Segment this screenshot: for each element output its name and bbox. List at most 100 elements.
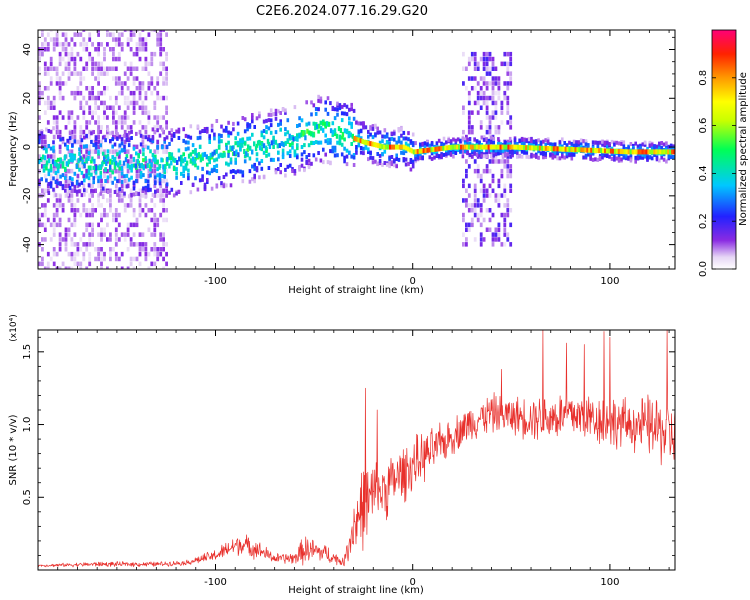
spectrogram-cell (144, 66, 148, 71)
spectrogram-cell (162, 232, 165, 237)
spectrogram-cell (153, 149, 157, 154)
spectrogram-cell (156, 95, 160, 101)
spectrogram-cell (106, 237, 109, 242)
spectrogram-cell (73, 212, 77, 218)
spectrogram-cell (159, 37, 163, 42)
spectrogram-cell (109, 131, 112, 136)
spectrogram-ridge-cell (172, 156, 175, 162)
spectrogram-cell (132, 66, 136, 71)
spectrogram-cell (88, 105, 92, 110)
spectrogram-cell (516, 151, 519, 156)
spectrogram-cell (106, 178, 109, 184)
spectrogram-cell (47, 191, 51, 195)
spectrogram-cell (47, 172, 51, 177)
spectrogram-cell (138, 56, 142, 62)
spectrogram-cell (404, 136, 408, 141)
spectrogram-cell (85, 61, 89, 67)
spectrogram-cell (46, 47, 50, 52)
spectrogram-cell (82, 47, 86, 52)
spectrogram-cell (482, 193, 486, 198)
spectrogram-cell (49, 256, 53, 262)
spectrogram-cell (462, 81, 465, 86)
spectrogram-ridge-cell (365, 140, 368, 146)
spectrogram-cell (201, 129, 204, 133)
spectrogram-cell (73, 208, 77, 213)
spectrogram-ridge-cell (322, 127, 325, 133)
spectrogram-cell (150, 208, 154, 213)
spectrogram-cell (64, 183, 68, 189)
spectrogram-cell (87, 151, 91, 156)
spectrogram-cell (40, 129, 43, 134)
spectrogram-cell (491, 86, 495, 91)
spectrogram-cell (103, 90, 106, 96)
spectrogram-cell (52, 37, 56, 42)
spectrogram-cell (307, 121, 311, 126)
spectrogram-ridge-cell (609, 148, 613, 154)
spectrogram-cell (258, 161, 261, 166)
spectrogram-cell (575, 140, 578, 145)
spectrogram-cell (587, 144, 590, 149)
spectrogram-cell (395, 153, 398, 158)
spectrogram-ridge-cell (73, 155, 76, 161)
spectrogram-cell (402, 151, 406, 156)
spectrogram-ridge-cell (377, 143, 380, 149)
spectrogram-cell (114, 120, 118, 125)
spectrogram-cell (491, 237, 495, 242)
spectrogram-cell (385, 134, 389, 139)
spectrogram-cell (104, 167, 107, 172)
spectrogram-cell (397, 139, 401, 144)
spectrogram-cell (338, 141, 342, 146)
spectrogram-cell (91, 212, 94, 218)
spectrogram-cell (482, 81, 486, 86)
spectrogram-cell (100, 100, 103, 106)
spectrogram-cell (117, 81, 121, 86)
spectrogram-cell (324, 133, 327, 138)
spectrogram-cell (198, 154, 202, 159)
spectrogram-cell (92, 130, 95, 134)
spectrogram-cell (91, 110, 94, 115)
x-tick-label: 0 (410, 577, 416, 588)
spectrogram-cell (229, 160, 233, 165)
spectrogram-cell (319, 158, 323, 163)
spectrogram-cell (141, 86, 145, 91)
spectrogram-cell (177, 189, 181, 194)
spectrogram-ridge-cell (217, 153, 220, 159)
spectrogram-ridge-cell (464, 144, 467, 150)
spectrogram-cell (153, 125, 157, 130)
spectrogram-cell (55, 173, 59, 179)
spectrogram-cell (101, 151, 105, 156)
spectrogram-cell (123, 133, 126, 138)
spectrogram-cell (196, 136, 200, 141)
spectrogram-cell (80, 170, 84, 175)
spectrogram-cell (357, 121, 361, 126)
spectrogram-cell (144, 194, 148, 199)
spectrogram-cell (88, 251, 92, 257)
spectrogram-ridge-cell (481, 144, 485, 150)
spectrogram-cell (64, 142, 67, 147)
spectrogram-ridge-cell (290, 135, 293, 141)
spectrogram-cell (82, 203, 86, 208)
spectrogram-ridge-cell (631, 149, 634, 155)
spectrogram-ridge-cell (511, 144, 514, 150)
spectrogram-cell (629, 158, 633, 163)
spectrogram-cell (449, 141, 453, 146)
spectrogram-cell (187, 140, 190, 145)
spectrogram-cell (79, 71, 83, 76)
spectrogram-cell (73, 120, 77, 125)
spectrogram-ridge-cell (136, 159, 139, 164)
spectrogram-frame (37, 29, 676, 270)
spectrogram-cell (46, 100, 50, 106)
spectrogram-cell (56, 181, 60, 186)
spectrogram-cell (97, 105, 100, 110)
spectrogram-cell (520, 149, 524, 154)
spectrogram-cell (491, 232, 495, 237)
spectrogram-cell (79, 212, 83, 218)
spectrogram-ridge-cell (574, 147, 577, 153)
spectrogram-cell (669, 155, 673, 160)
spectrogram-cell (201, 166, 204, 171)
spectrogram-cell (120, 90, 124, 96)
spectrogram-ridge-cell (112, 157, 116, 163)
spectrogram-cell (629, 152, 633, 157)
spectrogram-cell (191, 149, 195, 154)
spectrogram-cell (501, 148, 505, 153)
